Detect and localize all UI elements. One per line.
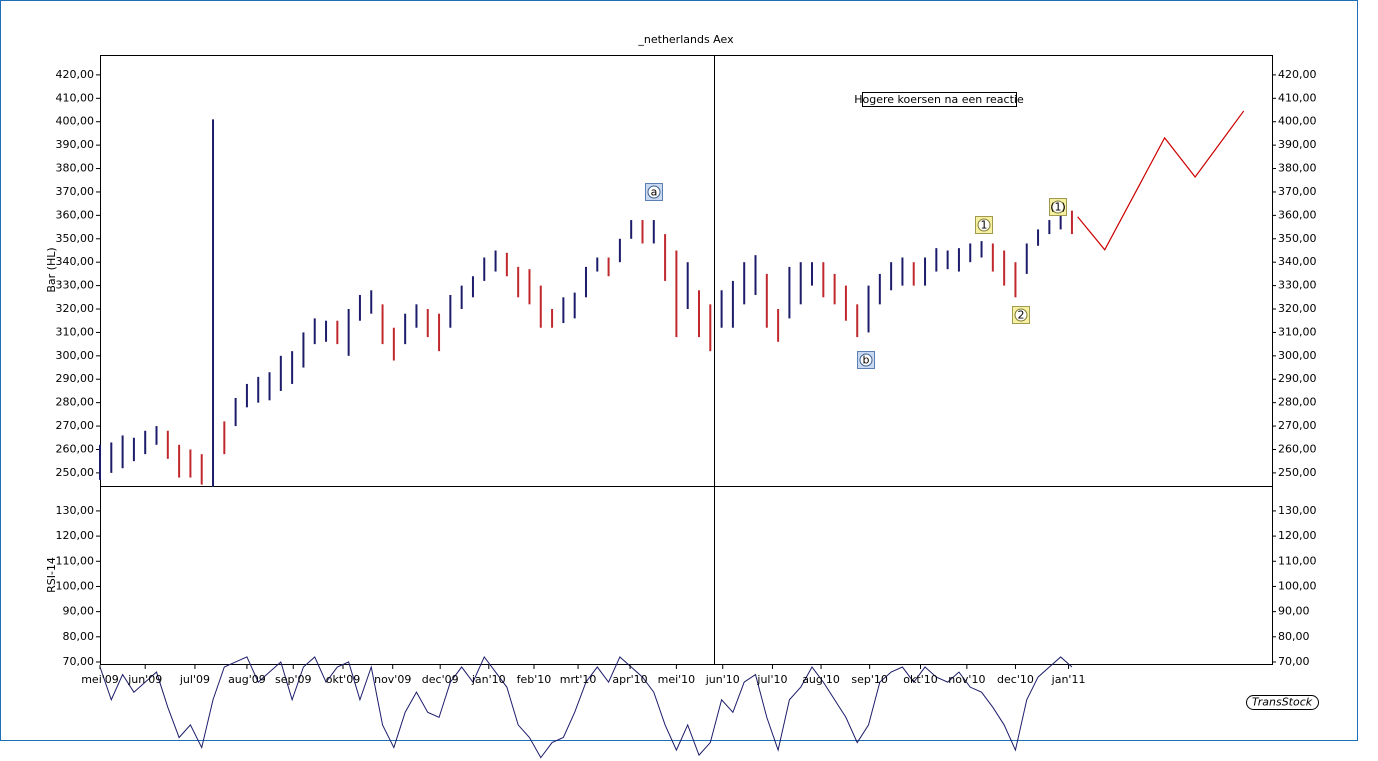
wave-label-circle [647, 185, 661, 199]
y-tick-label: 310,00 [1278, 325, 1317, 338]
y-tick-label: 390,00 [1278, 138, 1317, 151]
wave-label-circle [1051, 200, 1065, 214]
x-tick-label: mei'09 [81, 673, 119, 686]
y-tick-label: 130,00 [1278, 504, 1317, 517]
footer: TransStock [1252, 696, 1313, 709]
y-tick-label: 290,00 [56, 372, 95, 385]
x-tick-label: apr'10 [612, 673, 647, 686]
x-tick-label: dec'09 [422, 673, 459, 686]
y-tick-label: 270,00 [1278, 419, 1317, 432]
x-tick-label: aug'09 [228, 673, 266, 686]
wave-label-circle [1014, 308, 1028, 322]
annotation-box [862, 92, 1017, 107]
y-tick-label: 280,00 [1278, 396, 1317, 409]
y-tick-label: 260,00 [1278, 442, 1317, 455]
rsi-line [99, 655, 1073, 759]
y-tick-label: 360,00 [1278, 208, 1317, 221]
y-tick-label: 400,00 [56, 115, 95, 128]
y-axis-label: Bar (HL) [45, 247, 58, 292]
y-tick-label: 370,00 [1278, 185, 1317, 198]
y-tick-label: 110,00 [56, 554, 95, 567]
x-tick-label: nov'10 [948, 673, 985, 686]
y-tick-label: 70,00 [1278, 655, 1310, 668]
y-tick-label: 350,00 [1278, 232, 1317, 245]
x-tick-label: dec'10 [997, 673, 1034, 686]
y-tick-label: 330,00 [1278, 279, 1317, 292]
y-axis-label: RSI-14 [45, 557, 58, 593]
y-tick-label: 380,00 [56, 162, 95, 175]
y-tick-label: 420,00 [56, 68, 95, 81]
x-tick-label: aug'10 [802, 673, 840, 686]
y-tick-label: 90,00 [1278, 605, 1310, 618]
y-tick-label: 420,00 [1278, 68, 1317, 81]
wave-label-circle [977, 218, 991, 232]
wave-label: 1 [981, 219, 988, 232]
x-tick-label: sep'09 [275, 673, 312, 686]
y-tick-label: 300,00 [56, 349, 95, 362]
y-tick-label: 380,00 [1278, 162, 1317, 175]
y-tick-label: 330,00 [56, 279, 95, 292]
y-tick-label: 270,00 [56, 419, 95, 432]
y-tick-label: 90,00 [63, 605, 95, 618]
annotation: Hogere koersen na een reactie [854, 93, 1024, 106]
wave-label: a [651, 186, 658, 199]
y-tick-label: 320,00 [1278, 302, 1317, 315]
footer-badge [1246, 695, 1319, 710]
x-tick-label: okt'09 [326, 673, 360, 686]
y-tick-label: 100,00 [56, 579, 95, 592]
y-tick-label: 80,00 [63, 630, 95, 643]
x-tick-label: mrt'10 [560, 673, 597, 686]
y-tick-label: 260,00 [56, 442, 95, 455]
y-tick-label: 320,00 [56, 302, 95, 315]
y-tick-label: 120,00 [56, 529, 95, 542]
forecast-line [1077, 110, 1245, 251]
window-border [0, 0, 1358, 741]
y-tick-label: 350,00 [56, 232, 95, 245]
y-tick-label: 280,00 [56, 396, 95, 409]
wave-label: 2 [1018, 309, 1025, 322]
y-tick-label: 250,00 [1278, 466, 1317, 479]
x-tick-label: nov'09 [374, 673, 411, 686]
y-tick-label: 70,00 [63, 655, 95, 668]
y-tick-label: 100,00 [1278, 579, 1317, 592]
y-tick-label: 410,00 [56, 91, 95, 104]
y-tick-label: 410,00 [1278, 91, 1317, 104]
y-tick-label: 250,00 [56, 466, 95, 479]
x-tick-label: jan'11 [1051, 673, 1086, 686]
y-tick-label: 120,00 [1278, 529, 1317, 542]
wave-label-circle [859, 353, 873, 367]
x-tick-label: okt'10 [903, 673, 937, 686]
y-tick-label: 290,00 [1278, 372, 1317, 385]
y-tick-label: 390,00 [56, 138, 95, 151]
x-tick-label: jul'09 [179, 673, 210, 686]
x-tick-label: jan'10 [471, 673, 506, 686]
x-tick-label: feb'10 [517, 673, 552, 686]
x-tick-label: sep'10 [851, 673, 888, 686]
y-tick-label: 130,00 [56, 504, 95, 517]
y-tick-label: 310,00 [56, 325, 95, 338]
y-tick-label: 340,00 [1278, 255, 1317, 268]
x-tick-label: jul'10 [756, 673, 787, 686]
y-tick-label: 360,00 [56, 208, 95, 221]
x-tick-label: jun'10 [705, 673, 740, 686]
wave-label: (1) [1050, 201, 1066, 214]
y-tick-label: 110,00 [1278, 554, 1317, 567]
y-tick-label: 340,00 [56, 255, 95, 268]
y-tick-label: 400,00 [1278, 115, 1317, 128]
y-tick-label: 80,00 [1278, 630, 1310, 643]
price-panel [100, 55, 1273, 487]
chart-title: _netherlands Aex [637, 33, 734, 46]
x-tick-label: jun'09 [127, 673, 162, 686]
x-tick-label: mei'10 [658, 673, 696, 686]
wave-label: b [863, 354, 870, 367]
y-tick-label: 300,00 [1278, 349, 1317, 362]
rsi-panel [100, 486, 1273, 665]
y-tick-label: 370,00 [56, 185, 95, 198]
